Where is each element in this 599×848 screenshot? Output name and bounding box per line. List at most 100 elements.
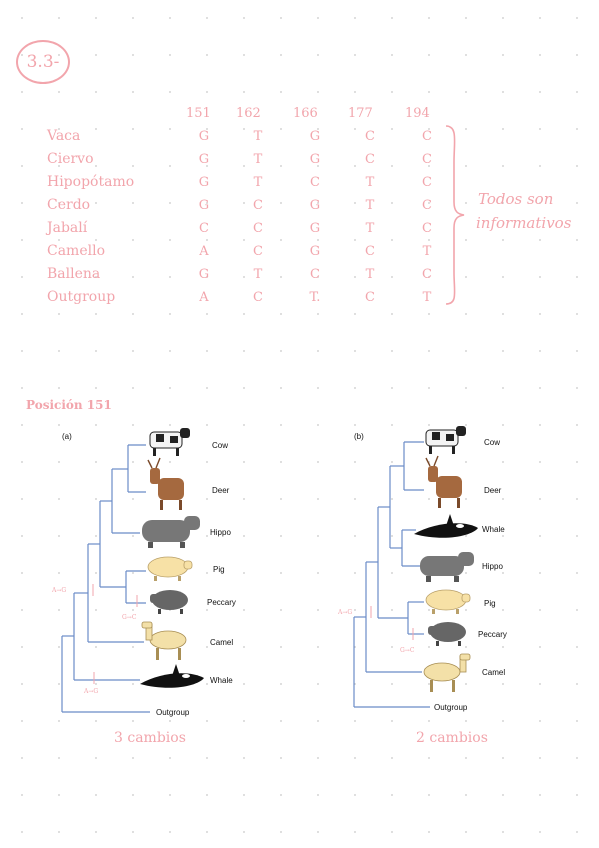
base-cell: C (422, 175, 432, 190)
position-header-166: 166 (293, 106, 318, 121)
base-cell: T (365, 198, 375, 213)
tree-a-mutation-ticks (92, 584, 138, 684)
base-cell: T (422, 290, 432, 305)
base-cell: T (253, 129, 263, 144)
note-line-2: informativos (476, 214, 572, 232)
base-cell: G (309, 244, 321, 259)
species-name: Outgroup (47, 289, 116, 305)
species-name: Jabalí (47, 220, 88, 236)
base-cell: G (309, 152, 321, 167)
base-cell: C (365, 152, 375, 167)
hippo-icon (420, 552, 474, 582)
base-cell: C (253, 221, 263, 236)
tree-a-taxon-label: Cow (212, 441, 228, 450)
tree-a-branches (61, 444, 150, 713)
base-cell: G (198, 175, 210, 190)
hippo-icon (142, 516, 200, 548)
deer-icon (147, 457, 184, 510)
tree-b-taxon-label: Whale (482, 525, 505, 534)
tree-b-taxon-label: Outgroup (434, 703, 468, 712)
base-cell: C (253, 198, 263, 213)
tree-b-mark: A→G (337, 609, 352, 616)
base-cell: A (199, 244, 209, 259)
tree-a-mark: A→G (51, 587, 66, 594)
base-cell: C (365, 244, 375, 259)
base-cell: T (365, 221, 375, 236)
tree-a-caption: 3 cambios (114, 730, 186, 746)
tree-b-caption: 2 cambios (416, 730, 488, 746)
tree-b-mutation-ticks (370, 606, 414, 640)
tree-b-animal-icons (414, 426, 478, 692)
note-line-1: Todos son (478, 190, 554, 208)
tree-b-taxon-label: Peccary (478, 630, 507, 639)
camel-icon (141, 621, 187, 660)
species-name: Ciervo (47, 151, 94, 167)
peccary-icon (150, 590, 188, 614)
tree-a-taxon-label: Whale (210, 676, 233, 685)
base-cell: G (309, 221, 321, 236)
base-cell: A (199, 290, 209, 305)
base-cell: T (365, 175, 375, 190)
base-cell: C (365, 129, 375, 144)
base-cell: C (253, 244, 263, 259)
species-name: Cerdo (47, 197, 91, 213)
peccary-icon (428, 622, 466, 646)
base-cell: T (253, 267, 263, 282)
cow-icon (425, 426, 466, 454)
species-name: Ballena (47, 266, 101, 282)
base-cell: T (253, 175, 263, 190)
base-cell: G (198, 198, 210, 213)
base-cell: G (309, 198, 321, 213)
base-cell: T (422, 244, 432, 259)
base-cell: C (422, 152, 432, 167)
base-cell: G (309, 129, 321, 144)
tree-a-taxon-label: Hippo (210, 528, 231, 537)
base-cell: G (198, 267, 210, 282)
tree-b-branches (353, 441, 430, 708)
tree-a-taxon-label: Camel (210, 638, 233, 647)
base-cell: T (253, 152, 263, 167)
species-name: Vaca (47, 128, 81, 144)
species-name: Camello (47, 243, 106, 259)
tree-b-mark: G→C (400, 647, 415, 654)
tree-b-taxon-label: Pig (484, 599, 496, 608)
whale-icon (414, 514, 478, 538)
base-cell: C (365, 290, 375, 305)
tree-a-animal-icons (140, 428, 204, 688)
base-cell: C (422, 221, 432, 236)
cow-icon (149, 428, 190, 456)
base-cell: C (253, 290, 263, 305)
tree-b-panel-label: (b) (354, 432, 364, 441)
species-name: Hipopótamo (47, 174, 135, 190)
base-cell: C (422, 129, 432, 144)
pig-icon (147, 556, 193, 581)
tree-a-mark: A→G (83, 688, 98, 695)
tree-b-taxon-label: Camel (482, 668, 505, 677)
tree-a-taxon-label: Pig (213, 565, 225, 574)
exercise-number: 3.3- (16, 40, 70, 84)
tree-a-taxon-label: Outgroup (156, 708, 190, 717)
tree-a-mark: G→C (122, 614, 137, 621)
base-cell: G (198, 152, 210, 167)
tree-a-taxon-label: Deer (212, 486, 230, 495)
base-cell: G (198, 129, 210, 144)
section-title: Posición 151 (26, 398, 112, 412)
whale-icon (140, 664, 204, 688)
base-cell: C (422, 267, 432, 282)
curly-brace (445, 125, 465, 305)
base-cell: C (310, 175, 320, 190)
position-header-177: 177 (348, 106, 373, 121)
tree-b-taxon-label: Deer (484, 486, 502, 495)
base-cell: T. (309, 290, 321, 305)
base-cell: C (422, 198, 432, 213)
deer-icon (425, 455, 462, 508)
position-header-151: 151 (186, 106, 211, 121)
position-header-162: 162 (236, 106, 261, 121)
base-cell: T (365, 267, 375, 282)
tree-b-taxon-label: Cow (484, 438, 500, 447)
base-cell: C (199, 221, 209, 236)
camel-icon (423, 653, 471, 692)
pig-icon (425, 589, 471, 614)
